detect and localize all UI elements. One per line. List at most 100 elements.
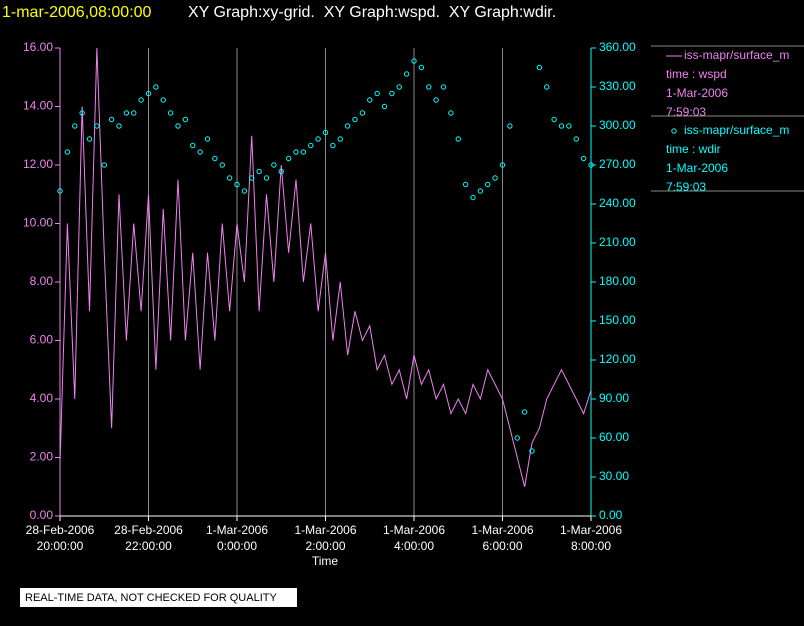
wdir-point: [359, 110, 366, 116]
wdir-point: [57, 188, 63, 194]
wdir-point: [79, 110, 85, 116]
wdir-point: [315, 136, 321, 142]
legend-label: iss-mapr/surface_m: [684, 48, 789, 62]
x-tick-label: 1-Mar-2006: [383, 523, 445, 537]
y2-tick-label: 240.00: [599, 196, 636, 210]
y2-tick-label: 330.00: [599, 79, 636, 93]
y2-tick-label: 300.00: [599, 118, 636, 132]
wdir-point: [234, 181, 240, 188]
wdir-point: [580, 155, 587, 162]
x-tick-label: 22:00:00: [125, 539, 172, 553]
wdir-point: [86, 136, 93, 142]
wdir-point: [337, 136, 343, 142]
wdir-point: [249, 175, 255, 181]
note: REAL-TIME DATA, NOT CHECKED FOR QUALITY: [25, 592, 277, 604]
wdir-point: [551, 116, 557, 123]
wdir-point: [175, 123, 181, 129]
y-tick-label: 12.00: [23, 157, 53, 171]
y2-tick-label: 0.00: [599, 508, 623, 522]
y2-tick-label: 150.00: [599, 313, 636, 327]
legend-label: time : wspd: [666, 67, 727, 81]
chart-title: XY Graph:xy-grid. XY Graph:wspd. XY Grap…: [188, 4, 556, 21]
wdir-point: [182, 116, 189, 123]
x-tick-label: 1-Mar-2006: [560, 523, 622, 537]
wdir-point: [167, 110, 174, 116]
wdir-point: [544, 84, 550, 90]
wdir-point: [514, 435, 520, 441]
wdir-point: [226, 175, 233, 181]
legend-swatch: [671, 128, 677, 134]
wdir-point: [204, 136, 211, 142]
wdir-point: [529, 448, 535, 454]
wdir-point: [403, 71, 410, 77]
legend-label: 7:59:03: [666, 180, 706, 194]
legend: [651, 45, 804, 192]
y2-tick-label: 30.00: [599, 469, 629, 483]
y2-tick-label: 210.00: [599, 235, 636, 249]
y2-tick-label: 60.00: [599, 430, 629, 444]
wdir-point: [566, 123, 572, 129]
wdir-point: [352, 116, 358, 123]
wdir-point: [138, 97, 144, 103]
x-tick-label: 0:00:00: [217, 539, 257, 553]
wdir-point: [367, 97, 373, 103]
wspd-line: [59, 47, 592, 487]
wdir-point: [426, 84, 432, 90]
x-tick-label: 20:00:00: [37, 539, 84, 553]
x-tick-label: 4:00:00: [394, 539, 434, 553]
wdir-point: [219, 162, 225, 168]
wdir-point: [271, 162, 277, 168]
legend-label: 7:59:03: [666, 105, 706, 119]
x-tick-label: 28-Feb-2006: [114, 523, 183, 537]
y2-tick-label: 90.00: [599, 391, 629, 405]
y-tick-label: 6.00: [30, 333, 54, 347]
wdir-point: [241, 188, 248, 194]
wdir-point: [285, 155, 292, 162]
wdir-point: [101, 162, 107, 168]
wdir-point: [440, 84, 447, 90]
legend-label: 1-Mar-2006: [666, 161, 728, 175]
wdir-point: [131, 110, 137, 116]
x-tick-label: 6:00:00: [482, 539, 522, 553]
y-tick-label: 16.00: [23, 40, 53, 54]
wdir-point: [381, 103, 388, 110]
x-tick-label: 1-Mar-2006: [206, 523, 268, 537]
wdir-point: [492, 175, 498, 181]
wdir-point: [477, 188, 484, 194]
y-tick-label: 0.00: [30, 508, 54, 522]
wdir-point: [344, 123, 351, 129]
note-box: [20, 588, 297, 607]
wdir-point: [374, 90, 380, 97]
wdir-point: [190, 142, 196, 149]
y-tick-label: 14.00: [23, 99, 53, 113]
wdir-point: [573, 136, 579, 142]
x-tick-label: 28-Feb-2006: [26, 523, 95, 537]
y2-tick-label: 360.00: [599, 40, 636, 54]
timestamp: 1-mar-2006,08:00:00: [2, 4, 152, 21]
wdir-point: [448, 110, 454, 116]
legend-label: time : wdir: [666, 142, 721, 156]
wdir-point: [256, 168, 262, 175]
wdir-point: [153, 84, 159, 90]
wdir-point: [278, 168, 284, 175]
wdir-point: [72, 123, 78, 129]
wdir-point: [396, 84, 402, 90]
wdir-point: [455, 136, 461, 142]
wdir-point: [536, 64, 543, 71]
wdir-point: [123, 110, 130, 116]
wdir-point: [470, 194, 476, 201]
wdir-point: [322, 129, 329, 136]
y-tick-label: 2.00: [30, 450, 54, 464]
x-tick-label: 1-Mar-2006: [294, 523, 356, 537]
y-tick-label: 4.00: [30, 391, 54, 405]
wdir-point: [293, 149, 299, 155]
wdir-point: [212, 155, 218, 162]
wdir-point: [499, 162, 506, 168]
y2-tick-label: 270.00: [599, 157, 636, 171]
legend-label: iss-mapr/surface_m: [684, 123, 789, 137]
x-tick-label: 8:00:00: [571, 539, 611, 553]
wdir-point: [64, 149, 71, 155]
